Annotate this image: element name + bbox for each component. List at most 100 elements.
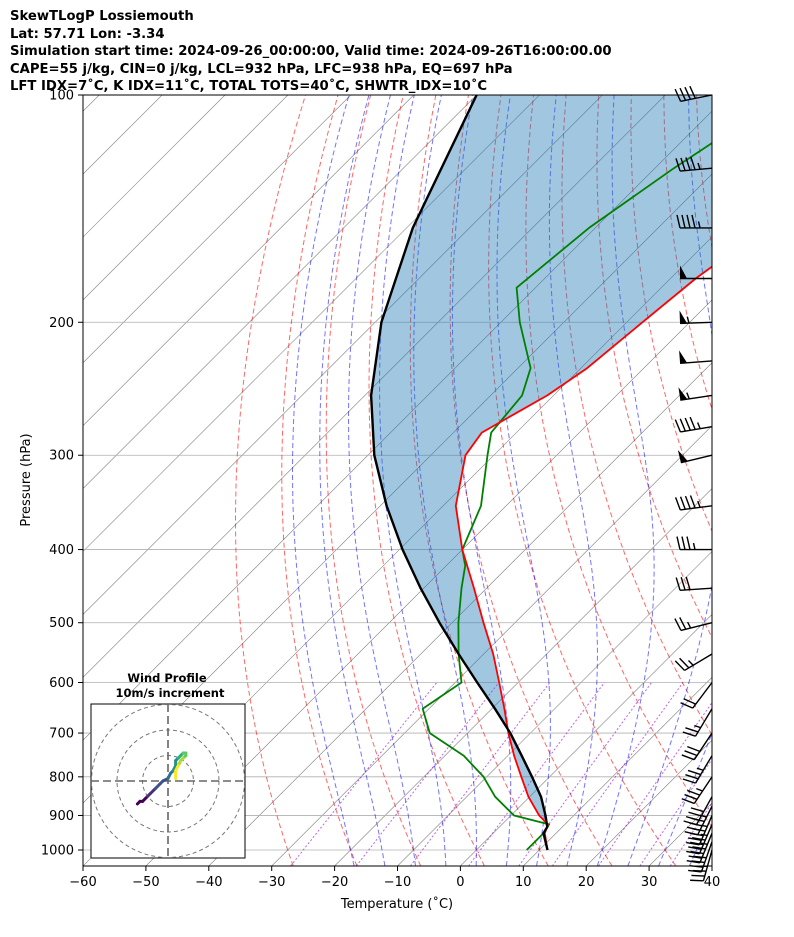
isotherm-line (711, 865, 712, 866)
wind-barb (674, 653, 713, 672)
wind-barb (675, 576, 713, 592)
y-tick-label: 700 (49, 727, 74, 742)
isotherm-line (83, 95, 540, 552)
moist-adiabat-line (319, 95, 386, 866)
isotherm-line (83, 95, 352, 364)
isotherm-line (460, 613, 712, 866)
isotherm-line (83, 95, 289, 301)
wind-barb (674, 495, 713, 511)
time-line: Simulation start time: 2024-09-26_00:00:… (10, 44, 612, 59)
x-tick-label: 20 (578, 875, 595, 890)
location-line: Lat: 57.71 Lon: -3.34 (10, 26, 165, 42)
isotherm-line (334, 488, 712, 866)
parcel-line (369, 95, 549, 851)
moist-adiabat-line (379, 95, 447, 866)
wind-barb (680, 265, 712, 280)
isotherm-line (145, 299, 712, 866)
wind-barb (676, 536, 712, 551)
mixing-ratio-line (468, 682, 605, 866)
moist-adiabat-line (451, 95, 512, 866)
mixing-ratio-line (551, 682, 684, 866)
dewpoint-line (421, 141, 712, 851)
moist-adiabat-line (548, 95, 598, 866)
y-axis-label: Pressure (hPa) (19, 433, 34, 526)
y-tick-label: 100 (49, 89, 74, 104)
wind-barb (679, 310, 713, 325)
cape-area (371, 95, 712, 850)
moist-adiabat-line (596, 95, 655, 866)
cape-line: CAPE=55 j/kg, CIN=0 j/kg, LCL=932 hPa, L… (10, 61, 513, 77)
y-tick-label: 600 (49, 676, 74, 691)
x-tick-label: −30 (258, 875, 285, 890)
wind-barb (683, 796, 713, 826)
wind-barb (674, 416, 713, 433)
hodograph: Wind Profile 10m/s increment (90, 671, 246, 859)
y-tick-label: 500 (49, 616, 74, 631)
wind-barb (682, 755, 713, 784)
x-tick-label: −10 (384, 875, 411, 890)
moist-adiabat-line (627, 95, 712, 866)
dry-adiabat-line (525, 95, 712, 828)
x-tick-label: 0 (456, 875, 464, 890)
moist-adiabat-line (348, 95, 416, 866)
x-tick-label: −40 (195, 875, 222, 890)
wind-barb (677, 450, 713, 464)
x-tick-label: −60 (69, 875, 96, 890)
wind-barb (682, 708, 713, 737)
dry-adiabat-line (281, 95, 358, 866)
wind-barbs (674, 85, 713, 882)
isotherm-line (83, 95, 666, 678)
dry-adiabat-line (368, 95, 485, 866)
wind-barb (686, 832, 713, 864)
y-tick-label: 1000 (41, 844, 74, 859)
dry-adiabat-line (235, 95, 306, 866)
wind-barb (679, 350, 713, 365)
dry-adiabat-line (561, 95, 712, 736)
wind-barb (681, 776, 713, 805)
isotherm-line (271, 425, 712, 866)
x-tick-label: 40 (704, 875, 721, 890)
temperature-line (454, 265, 712, 851)
moist-adiabat-line (413, 95, 477, 866)
y-tick-label: 200 (49, 316, 74, 331)
profile-lines (369, 95, 712, 851)
isotherm-line (397, 551, 712, 866)
mixing-ratio-line (597, 701, 712, 866)
wind-barb (680, 682, 713, 709)
dry-adiabat-line (449, 95, 613, 866)
isotherm-line (83, 95, 603, 615)
wind-barb (675, 156, 713, 172)
wind-barb (681, 732, 713, 761)
isotherm-line (775, 95, 794, 866)
moist-adiabat-line (720, 95, 794, 866)
mixing-ratio-line (409, 682, 551, 866)
x-tick-label: −20 (321, 875, 348, 890)
wind-barb (674, 617, 713, 632)
isotherm-line (83, 95, 100, 112)
indices-line: LFT IDX=7˚C, K IDX=11˚C, TOTAL TOTS=40˚C… (10, 79, 488, 94)
axis-ticks: −60 −50 −40 −30 −20 −10 0 10 20 30 40 100 200 300 400 5… (41, 89, 720, 891)
wind-barb (676, 214, 712, 229)
isotherm-line (83, 95, 477, 490)
wind-barb (686, 824, 713, 855)
isotherm-line (523, 676, 712, 866)
dry-adiabat-line (762, 95, 794, 866)
y-tick-label: 400 (49, 543, 74, 558)
mixing-ratio-line (669, 802, 712, 866)
x-axis-label: Temperature (˚C) (340, 896, 453, 912)
x-tick-label: 30 (641, 875, 658, 890)
x-tick-label: −50 (132, 875, 159, 890)
wind-barb (674, 85, 713, 102)
moist-adiabat-line (292, 95, 355, 866)
x-tick-label: 10 (515, 875, 532, 890)
isotherm-line (83, 95, 226, 238)
dry-adiabat-line (325, 95, 422, 866)
y-tick-label: 800 (49, 770, 74, 785)
dry-adiabat-line (596, 95, 712, 639)
dry-adiabat-line (663, 95, 712, 411)
wind-barb (678, 387, 713, 401)
dry-adiabat-line (488, 95, 677, 866)
chart-header: SkewTLogP Lossiemouth Lat: 57.71 Lon: -3… (10, 8, 790, 96)
isotherm-line (83, 95, 414, 427)
